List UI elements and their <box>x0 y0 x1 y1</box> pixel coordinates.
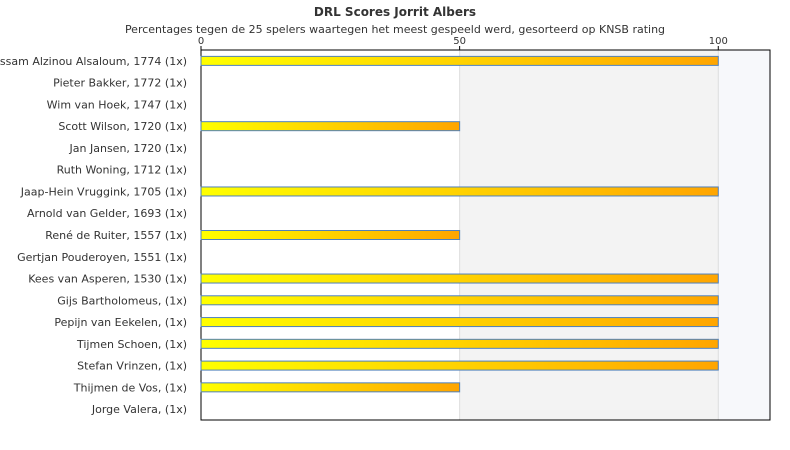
y-category-label: Thijmen de Vos, (1x) <box>73 381 187 394</box>
plot-area: 0 50 100 Mussam Alzinou Alsaloum, 1774 (1x)… <box>0 36 771 421</box>
y-category-label: Tijmen Schoen, (1x) <box>76 338 187 351</box>
y-category-label: Jaap-Hein Vruggink, 1705 (1x) <box>20 185 187 198</box>
x-tick-label: 100 <box>709 36 728 47</box>
bar <box>200 186 719 197</box>
bar <box>200 382 461 393</box>
bar <box>200 360 719 371</box>
grid-band <box>718 50 770 420</box>
x-tick-label: 0 <box>198 36 204 47</box>
y-category-label: Mussam Alzinou Alsaloum, 1774 (1x) <box>0 55 187 68</box>
y-category-label: Kees van Asperen, 1530 (1x) <box>28 273 187 286</box>
y-category-label: Wim van Hoek, 1747 (1x) <box>47 98 187 111</box>
chart-title: DRL Scores Jorrit Albers <box>314 5 476 19</box>
bar <box>200 121 461 132</box>
grid-band <box>459 50 719 420</box>
bar <box>200 273 719 284</box>
bar <box>200 55 719 66</box>
y-category-label: Jan Jansen, 1720 (1x) <box>69 142 187 155</box>
bar <box>200 317 719 328</box>
y-category-label: Gertjan Pouderoyen, 1551 (1x) <box>17 251 187 264</box>
chart-subtitle: Percentages tegen de 25 spelers waartege… <box>125 23 665 36</box>
y-category-label: Stefan Vrinzen, (1x) <box>77 360 187 373</box>
bar <box>200 230 461 240</box>
y-category-label: Arnold van Gelder, 1693 (1x) <box>27 207 187 220</box>
y-category-label: Ruth Woning, 1712 (1x) <box>57 164 187 177</box>
x-tick-label: 50 <box>453 36 466 47</box>
y-category-label: Gijs Bartholomeus, (1x) <box>57 294 187 307</box>
y-category-label: René de Ruiter, 1557 (1x) <box>45 229 187 242</box>
bar <box>200 338 719 349</box>
y-category-label: Jorge Valera, (1x) <box>91 403 187 416</box>
y-category-label: Pepijn van Eekelen, (1x) <box>54 316 187 329</box>
bar <box>200 295 719 306</box>
y-category-label: Scott Wilson, 1720 (1x) <box>58 120 187 133</box>
y-category-label: Pieter Bakker, 1772 (1x) <box>53 77 187 90</box>
